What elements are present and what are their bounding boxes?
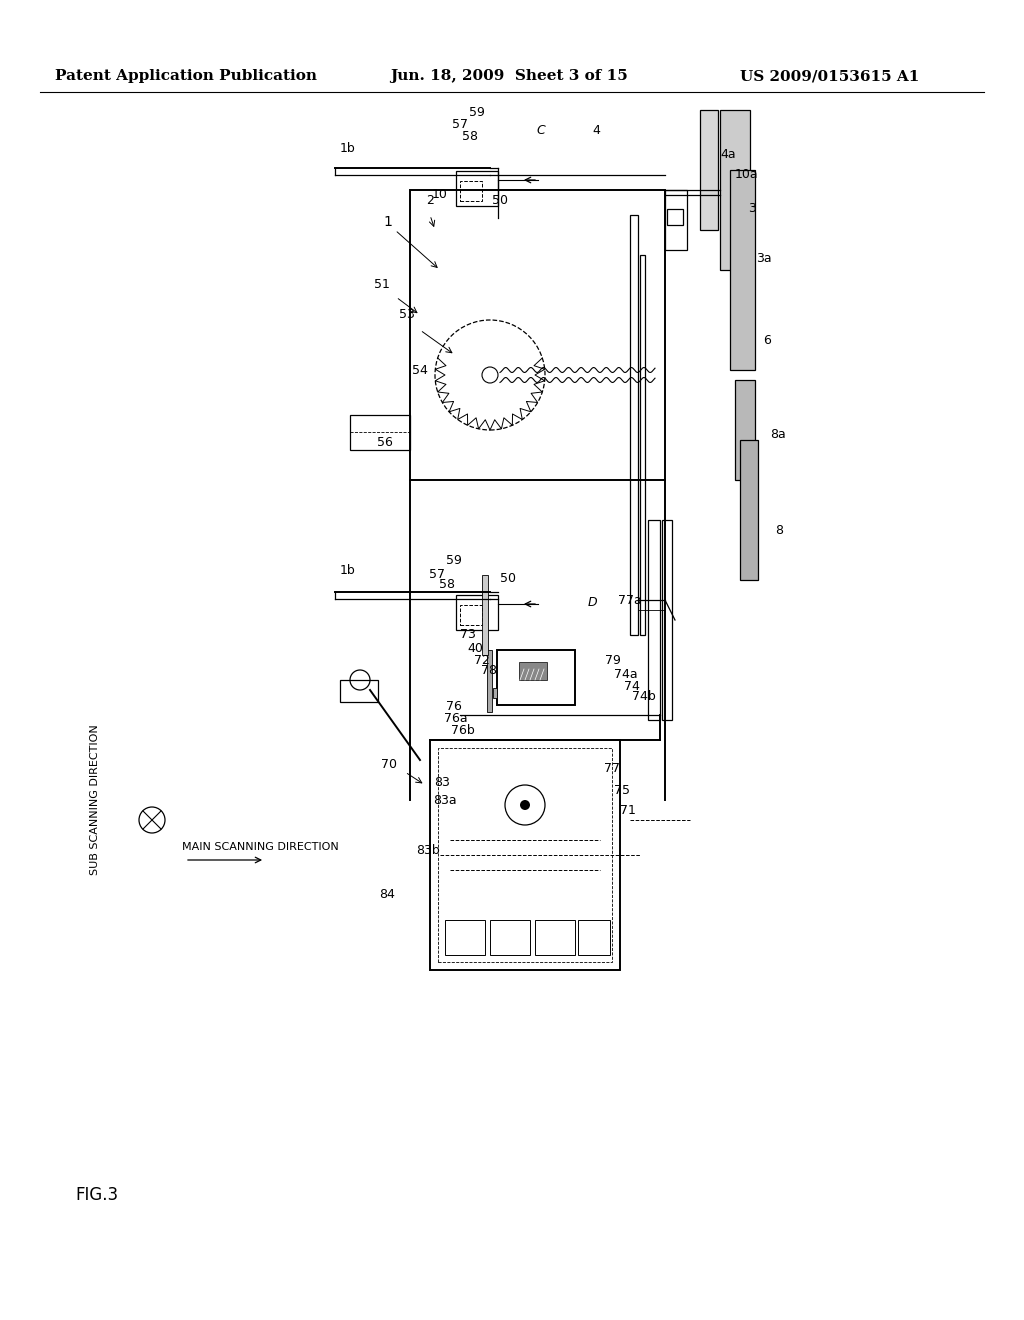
Text: Jun. 18, 2009  Sheet 3 of 15: Jun. 18, 2009 Sheet 3 of 15: [390, 69, 628, 83]
Text: 1b: 1b: [340, 564, 356, 577]
Bar: [482, 576, 488, 655]
Bar: [340, 680, 378, 702]
Bar: [456, 595, 498, 630]
Text: C: C: [537, 124, 546, 136]
Text: 71: 71: [620, 804, 636, 817]
Text: FIG.3: FIG.3: [75, 1185, 118, 1204]
Text: 6: 6: [763, 334, 771, 346]
Bar: [460, 181, 482, 201]
Text: 50: 50: [492, 194, 508, 206]
Text: 40: 40: [467, 643, 483, 656]
Bar: [640, 255, 645, 635]
Text: 74b: 74b: [632, 690, 655, 704]
Circle shape: [520, 800, 530, 810]
Text: 58: 58: [462, 129, 478, 143]
Bar: [740, 440, 758, 579]
Text: 83: 83: [434, 776, 450, 789]
Text: 56: 56: [377, 436, 393, 449]
Text: 57: 57: [452, 119, 468, 132]
Bar: [648, 520, 660, 719]
Bar: [497, 649, 575, 705]
Text: 77: 77: [604, 762, 620, 775]
Text: 74: 74: [624, 680, 640, 693]
Text: 8: 8: [775, 524, 783, 536]
Text: 59: 59: [469, 106, 485, 119]
Text: 73: 73: [460, 628, 476, 642]
Text: 78: 78: [481, 664, 497, 677]
Text: Patent Application Publication: Patent Application Publication: [55, 69, 317, 83]
Bar: [578, 920, 610, 954]
Bar: [700, 110, 718, 230]
Text: SUB SCANNING DIRECTION: SUB SCANNING DIRECTION: [90, 725, 100, 875]
Text: 76a: 76a: [444, 711, 468, 725]
Text: 83a: 83a: [433, 793, 457, 807]
Bar: [460, 605, 482, 624]
Bar: [730, 170, 755, 370]
Text: 58: 58: [439, 578, 455, 590]
Text: 10: 10: [432, 189, 447, 202]
Text: 84: 84: [379, 888, 395, 902]
Bar: [735, 380, 755, 480]
Text: 10a: 10a: [735, 169, 759, 181]
Text: 53: 53: [399, 309, 415, 322]
Bar: [487, 649, 492, 711]
Text: 74a: 74a: [614, 668, 638, 681]
Bar: [410, 190, 665, 480]
Bar: [630, 215, 638, 635]
Text: 79: 79: [605, 653, 621, 667]
Text: 59: 59: [446, 554, 462, 568]
Bar: [720, 110, 750, 271]
Bar: [519, 663, 547, 680]
Bar: [445, 920, 485, 954]
Text: 1: 1: [384, 215, 392, 228]
Text: 76b: 76b: [452, 723, 475, 737]
Bar: [350, 414, 410, 450]
Bar: [493, 688, 497, 698]
Text: 4: 4: [592, 124, 600, 136]
Bar: [535, 920, 575, 954]
Text: 8a: 8a: [770, 429, 785, 441]
Text: 75: 75: [614, 784, 630, 796]
Text: 3a: 3a: [756, 252, 772, 264]
Text: 1b: 1b: [340, 141, 356, 154]
Text: 76: 76: [446, 700, 462, 713]
Bar: [430, 741, 620, 970]
Text: 54: 54: [412, 363, 428, 376]
Text: 51: 51: [374, 279, 390, 292]
Text: 50: 50: [500, 573, 516, 586]
Text: 70: 70: [381, 759, 397, 771]
Text: 83b: 83b: [416, 843, 440, 857]
Bar: [438, 748, 612, 962]
Text: D: D: [587, 595, 597, 609]
Text: 3: 3: [748, 202, 756, 214]
Text: 72: 72: [474, 653, 490, 667]
Bar: [667, 209, 683, 224]
Text: 2: 2: [426, 194, 434, 206]
Text: 57: 57: [429, 568, 445, 581]
Text: 4a: 4a: [720, 149, 735, 161]
Text: US 2009/0153615 A1: US 2009/0153615 A1: [740, 69, 920, 83]
Bar: [456, 172, 498, 206]
Text: MAIN SCANNING DIRECTION: MAIN SCANNING DIRECTION: [182, 842, 339, 851]
Bar: [665, 190, 687, 249]
Text: 77a: 77a: [618, 594, 642, 606]
Bar: [662, 520, 672, 719]
Bar: [490, 920, 530, 954]
